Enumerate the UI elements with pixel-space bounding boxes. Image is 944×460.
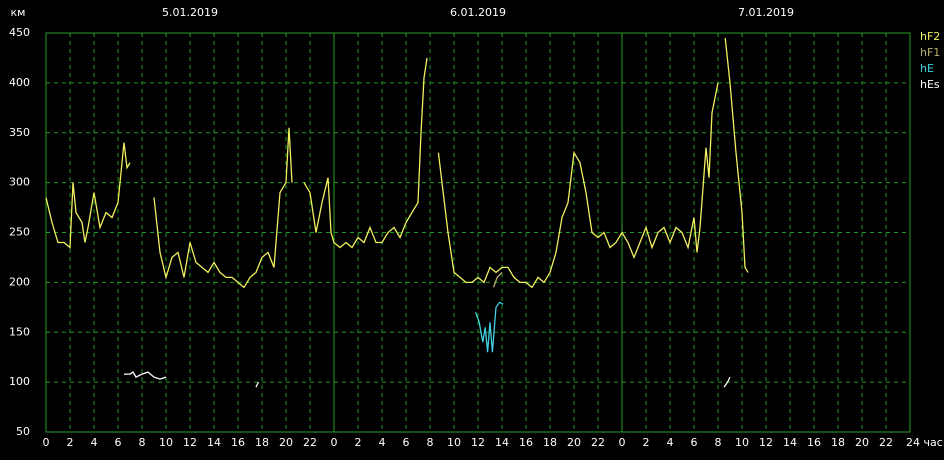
x-tick-label: 12 [183, 436, 197, 449]
x-tick-label: 12 [471, 436, 485, 449]
x-tick-label: 8 [715, 436, 722, 449]
series-line [474, 301, 504, 353]
x-tick-label: 0 [43, 436, 50, 449]
series-line [45, 37, 749, 289]
x-tick-label: 16 [807, 436, 821, 449]
x-tick-label: 22 [303, 436, 317, 449]
series-line [492, 271, 503, 288]
y-axis-label: км [11, 6, 26, 19]
x-tick-label: 18 [255, 436, 269, 449]
x-tick-label: 0 [619, 436, 626, 449]
x-tick-label: 20 [279, 436, 293, 449]
x-tick-label: 2 [643, 436, 650, 449]
x-tick-label: 24 час. [906, 436, 944, 449]
x-tick-label: 22 [879, 436, 893, 449]
x-tick-label: 4 [667, 436, 674, 449]
y-tick-label: 100 [9, 375, 30, 388]
plot-frame [45, 32, 911, 433]
x-tick-label: 14 [207, 436, 221, 449]
y-tick-label: 150 [9, 325, 30, 338]
y-tick-label: 200 [9, 275, 30, 288]
x-tick-label: 2 [355, 436, 362, 449]
y-tick-label: 350 [9, 126, 30, 139]
x-tick-label: 10 [447, 436, 461, 449]
legend-label: hE [920, 62, 934, 75]
y-tick-label: 250 [9, 226, 30, 239]
x-tick-label: 6 [691, 436, 698, 449]
x-tick-label: 14 [783, 436, 797, 449]
legend-label: hF1 [920, 46, 940, 59]
series-line [124, 371, 731, 388]
x-tick-label: 16 [519, 436, 533, 449]
x-tick-label: 20 [855, 436, 869, 449]
x-tick-label: 16 [231, 436, 245, 449]
x-tick-label: 12 [759, 436, 773, 449]
y-tick-label: 300 [9, 176, 30, 189]
x-tick-label: 14 [495, 436, 509, 449]
x-tick-label: 2 [67, 436, 74, 449]
x-tick-label: 6 [115, 436, 122, 449]
legend-label: hF2 [920, 30, 940, 43]
y-tick-label: 400 [9, 76, 30, 89]
date-label: 7.01.2019 [738, 6, 794, 19]
x-tick-label: 6 [403, 436, 410, 449]
x-tick-label: 18 [543, 436, 557, 449]
date-label: 6.01.2019 [450, 6, 506, 19]
x-tick-label: 8 [139, 436, 146, 449]
x-tick-label: 10 [159, 436, 173, 449]
y-tick-label: 50 [16, 425, 30, 438]
x-tick-label: 18 [831, 436, 845, 449]
legend-label: hEs [920, 78, 940, 91]
x-tick-label: 0 [331, 436, 338, 449]
x-tick-label: 20 [567, 436, 581, 449]
x-tick-label: 4 [91, 436, 98, 449]
x-tick-label: 22 [591, 436, 605, 449]
y-tick-label: 450 [9, 26, 30, 39]
x-tick-label: 8 [427, 436, 434, 449]
x-tick-label: 10 [735, 436, 749, 449]
date-label: 5.01.2019 [162, 6, 218, 19]
x-tick-label: 4 [379, 436, 386, 449]
